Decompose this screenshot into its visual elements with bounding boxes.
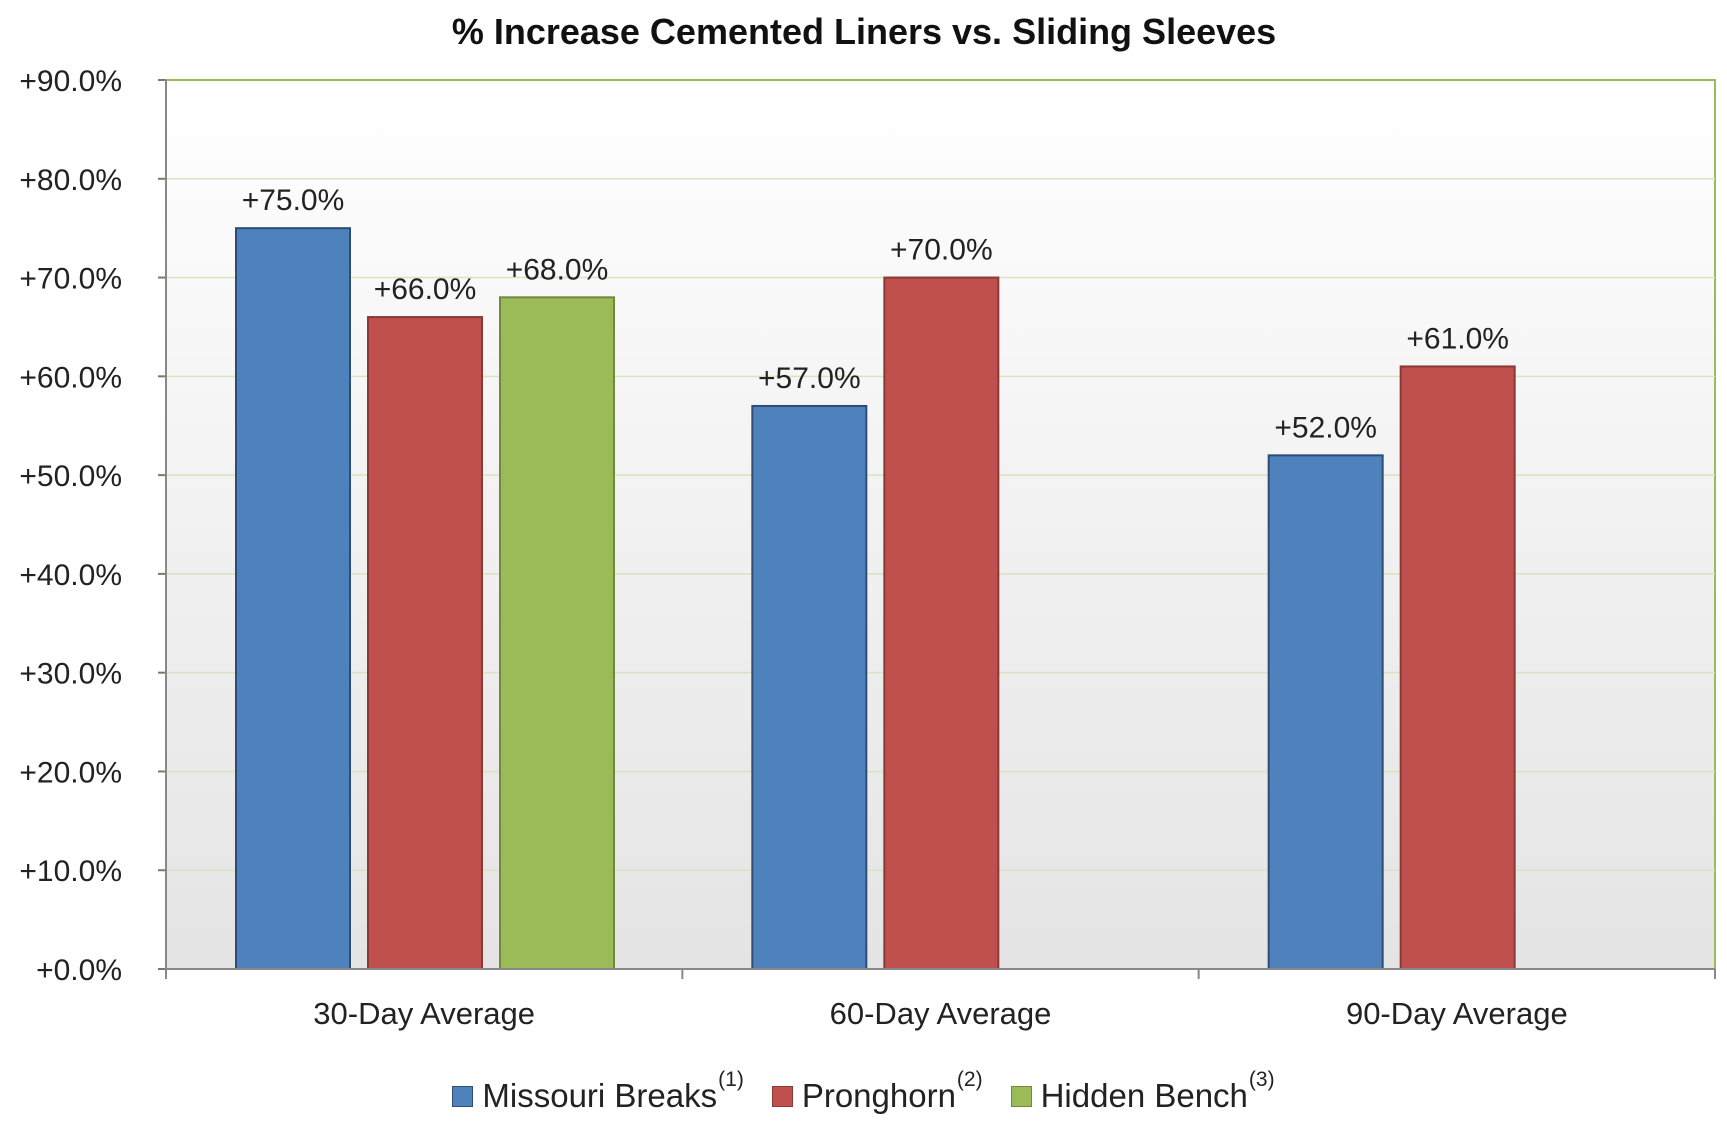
y-tick-label: +0.0% — [36, 954, 122, 987]
chart-title: % Increase Cemented Liners vs. Sliding S… — [452, 11, 1276, 52]
legend-note-missouri-breaks: (1) — [718, 1068, 744, 1091]
y-tick-label: +20.0% — [19, 756, 122, 789]
legend-item-hidden-bench: Hidden Bench (3) — [1010, 1068, 1275, 1115]
bar-missouri-breaks-2 — [751, 404, 868, 970]
bar-pronghorn-3 — [1399, 365, 1516, 970]
y-tick-label: +70.0% — [19, 263, 122, 296]
x-category-label: 90-Day Average — [1346, 996, 1568, 1031]
legend-item-pronghorn: Pronghorn (2) — [771, 1068, 983, 1115]
data-label: +70.0% — [890, 234, 993, 267]
bar-pronghorn-1 — [367, 316, 483, 971]
legend-label-pronghorn: Pronghorn — [801, 1077, 956, 1114]
y-tick-label: +10.0% — [19, 855, 122, 888]
x-category-label: 60-Day Average — [830, 996, 1052, 1031]
legend-item-missouri-breaks: Missouri Breaks (1) — [452, 1068, 744, 1115]
y-tick-label: +40.0% — [19, 559, 122, 592]
legend-note-pronghorn: (2) — [956, 1068, 983, 1091]
legend-label-hidden-bench: Hidden Bench — [1040, 1077, 1248, 1114]
legend: Missouri Breaks (1) Pronghorn (2) Hidden… — [0, 1068, 1727, 1124]
y-tick-label: +60.0% — [19, 361, 122, 394]
legend-note-hidden-bench: (3) — [1248, 1068, 1275, 1091]
data-label: +75.0% — [242, 184, 345, 217]
data-label: +61.0% — [1406, 322, 1509, 355]
bar-missouri-breaks-3 — [1267, 454, 1384, 971]
legend-swatch-missouri-breaks — [452, 1085, 474, 1107]
data-label: +57.0% — [758, 362, 861, 395]
data-label: +52.0% — [1274, 411, 1377, 444]
bar-pronghorn-2 — [883, 276, 1000, 970]
data-label: +68.0% — [506, 253, 609, 286]
y-tick-label: +30.0% — [19, 658, 122, 691]
y-tick-label: +50.0% — [19, 460, 122, 493]
legend-swatch-hidden-bench — [1010, 1085, 1032, 1107]
y-tick-label: +90.0% — [19, 65, 122, 98]
data-label: +66.0% — [374, 273, 477, 306]
y-tick-label: +80.0% — [19, 164, 122, 197]
x-category-label: 30-Day Average — [313, 996, 535, 1031]
legend-swatch-pronghorn — [771, 1085, 793, 1107]
bar-missouri-breaks-1 — [235, 227, 351, 970]
bar-hidden-bench-1 — [499, 296, 615, 970]
legend-label-missouri-breaks: Missouri Breaks — [482, 1077, 718, 1114]
